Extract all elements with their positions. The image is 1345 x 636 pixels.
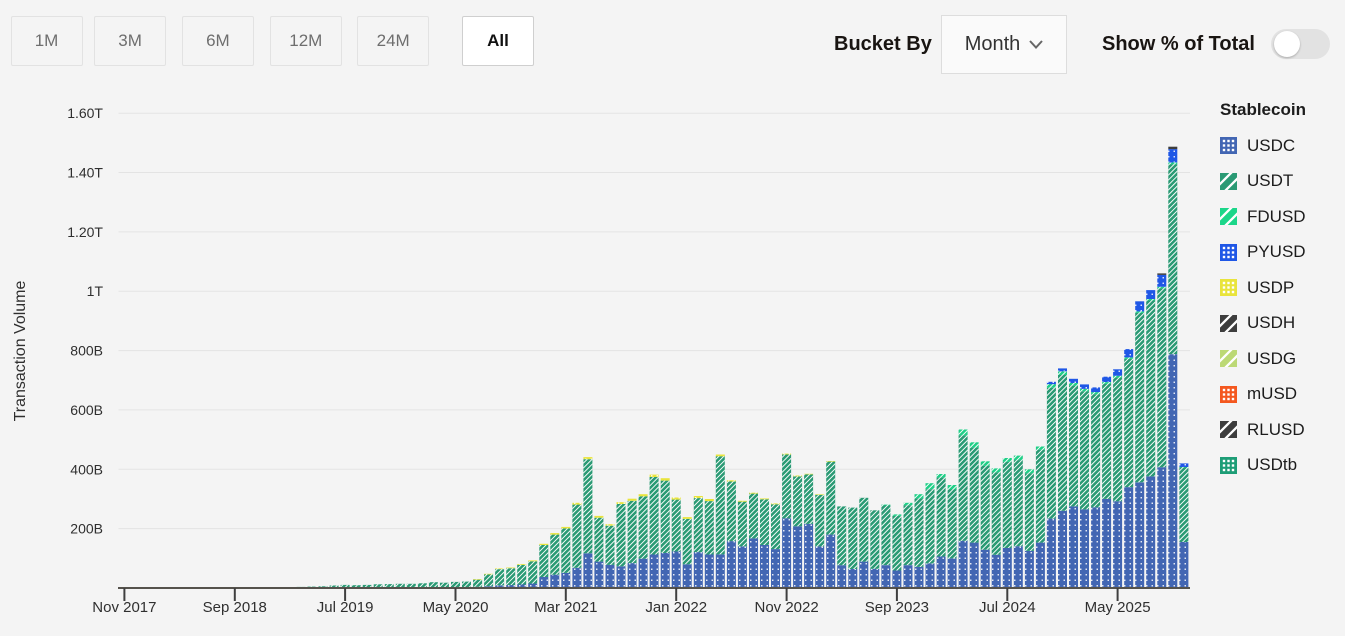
svg-text:600B: 600B xyxy=(70,402,103,418)
svg-text:Nov 2017: Nov 2017 xyxy=(92,599,156,616)
svg-text:Jan 2022: Jan 2022 xyxy=(645,599,707,616)
svg-text:May 2025: May 2025 xyxy=(1085,599,1151,616)
svg-text:Sep 2018: Sep 2018 xyxy=(203,599,267,616)
svg-text:Mar 2021: Mar 2021 xyxy=(534,599,597,616)
svg-text:May 2020: May 2020 xyxy=(423,599,489,616)
svg-text:400B: 400B xyxy=(70,461,103,477)
svg-text:Transaction Volume: Transaction Volume xyxy=(12,280,29,421)
svg-text:Jul 2019: Jul 2019 xyxy=(317,599,374,616)
svg-text:Sep 2023: Sep 2023 xyxy=(865,599,929,616)
svg-text:200B: 200B xyxy=(70,521,103,537)
svg-text:Jul 2024: Jul 2024 xyxy=(979,599,1036,616)
svg-text:1.60T: 1.60T xyxy=(67,105,103,121)
svg-text:Nov 2022: Nov 2022 xyxy=(754,599,818,616)
svg-text:1.40T: 1.40T xyxy=(67,165,103,181)
svg-text:800B: 800B xyxy=(70,343,103,359)
svg-text:1T: 1T xyxy=(87,283,104,299)
svg-text:1.20T: 1.20T xyxy=(67,224,103,240)
